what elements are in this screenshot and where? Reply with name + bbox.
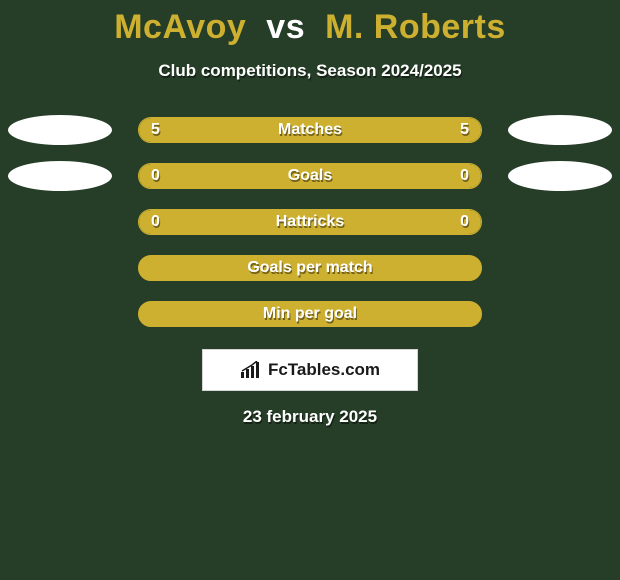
bar-fill-right [310,164,481,188]
player1-marker [8,161,112,191]
date-label: 23 february 2025 [0,407,620,427]
player2-marker [508,161,612,191]
stat-value-right: 0 [460,167,469,185]
stat-bar: Goals per match [138,255,482,281]
stat-label: Matches [278,121,342,139]
stat-bar: Min per goal [138,301,482,327]
stat-value-right: 0 [460,213,469,231]
vs-label: vs [266,8,305,46]
bar-fill-left [139,164,310,188]
stat-bar: 0 0 Hattricks [138,209,482,235]
stat-value-left: 0 [151,213,160,231]
stat-row: 0 0 Goals [0,161,620,191]
stat-bar: 5 5 Matches [138,117,482,143]
subtitle: Club competitions, Season 2024/2025 [0,61,620,81]
player1-marker [8,115,112,145]
player2-marker [508,115,612,145]
stat-label: Min per goal [263,305,357,323]
player2-name: M. Roberts [325,8,506,46]
site-badge[interactable]: FcTables.com [202,349,418,391]
player1-name: McAvoy [114,8,246,46]
stat-row: Goals per match [0,253,620,283]
stat-row: 5 5 Matches [0,115,620,145]
stats-container: 5 5 Matches 0 0 Goals 0 0 Hattricks Goals per mat… [0,115,620,329]
stat-row: 0 0 Hattricks [0,207,620,237]
site-name: FcTables.com [268,360,380,380]
stat-label: Goals per match [247,259,372,277]
stat-value-left: 0 [151,167,160,185]
stat-row: Min per goal [0,299,620,329]
stat-bar: 0 0 Goals [138,163,482,189]
chart-icon [240,361,262,379]
comparison-card: McAvoy vs M. Roberts Club competitions, … [0,0,620,580]
card-title: McAvoy vs M. Roberts [0,8,620,47]
stat-label: Goals [288,167,332,185]
stat-label: Hattricks [276,213,344,231]
stat-value-right: 5 [460,121,469,139]
stat-value-left: 5 [151,121,160,139]
